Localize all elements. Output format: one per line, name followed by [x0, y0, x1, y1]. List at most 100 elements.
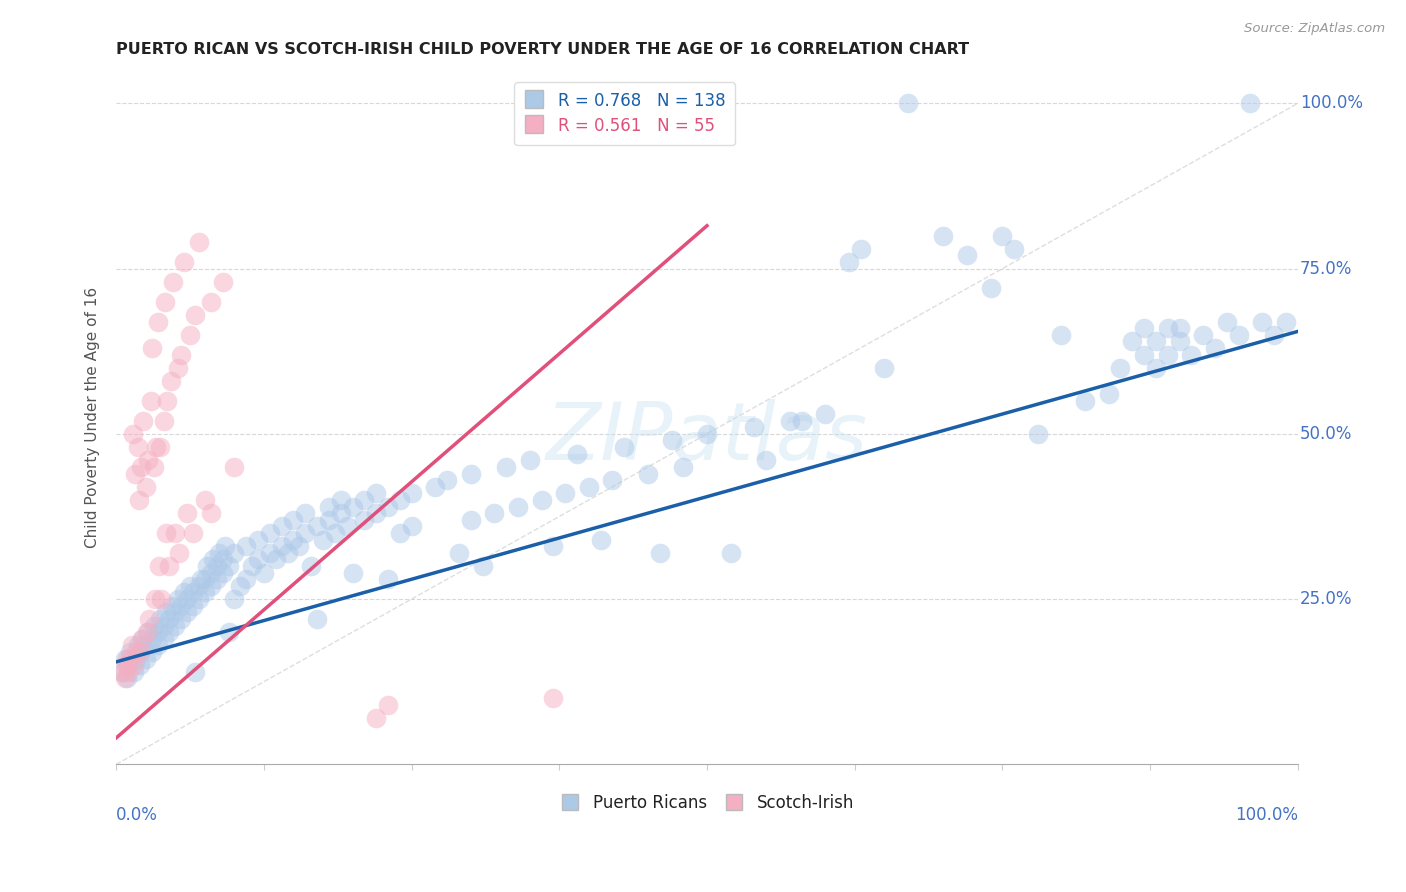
Point: [124, 467, 146, 481]
Point: [160, 599, 183, 613]
Point: [129, 645, 152, 659]
Point: [129, 459, 152, 474]
Point: [259, 526, 281, 541]
Point: [146, 638, 169, 652]
Point: [1168, 334, 1191, 349]
Point: [146, 625, 169, 640]
Point: [125, 645, 148, 659]
Point: [1144, 360, 1167, 375]
Point: [312, 533, 335, 547]
Point: [235, 539, 257, 553]
Point: [181, 526, 204, 541]
Point: [495, 459, 517, 474]
Point: [218, 625, 240, 640]
Point: [264, 552, 287, 566]
Point: [425, 480, 447, 494]
Point: [214, 539, 236, 553]
Point: [224, 459, 246, 474]
Point: [170, 348, 193, 362]
Text: ZIPatlas: ZIPatlas: [546, 399, 868, 477]
Point: [1050, 327, 1073, 342]
Point: [138, 612, 160, 626]
Point: [1157, 348, 1180, 362]
Point: [188, 235, 211, 250]
Point: [148, 559, 170, 574]
Point: [377, 500, 399, 514]
Point: [696, 426, 718, 441]
Point: [114, 651, 136, 665]
Point: [129, 645, 152, 659]
Point: [283, 513, 305, 527]
Point: [294, 506, 316, 520]
Point: [195, 559, 218, 574]
Point: [235, 572, 257, 586]
Point: [114, 671, 136, 685]
Point: [190, 572, 212, 586]
Point: [366, 711, 388, 725]
Point: [146, 314, 169, 328]
Point: [838, 255, 860, 269]
Point: [179, 579, 201, 593]
Point: [132, 414, 155, 428]
Point: [318, 513, 340, 527]
Point: [184, 308, 207, 322]
Point: [353, 513, 375, 527]
Point: [143, 592, 166, 607]
Point: [270, 519, 292, 533]
Point: [120, 645, 142, 659]
Point: [460, 513, 482, 527]
Point: [194, 492, 217, 507]
Point: [366, 486, 388, 500]
Point: [127, 440, 149, 454]
Point: [165, 526, 187, 541]
Text: 75.0%: 75.0%: [1301, 260, 1353, 277]
Point: [318, 500, 340, 514]
Point: [401, 519, 423, 533]
Point: [128, 492, 150, 507]
Point: [471, 559, 494, 574]
Text: 25.0%: 25.0%: [1301, 591, 1353, 608]
Point: [131, 632, 153, 646]
Point: [1227, 327, 1250, 342]
Point: [554, 486, 576, 500]
Point: [288, 539, 311, 553]
Point: [165, 618, 187, 632]
Point: [401, 486, 423, 500]
Point: [173, 585, 195, 599]
Point: [460, 467, 482, 481]
Point: [121, 638, 143, 652]
Point: [117, 658, 139, 673]
Point: [980, 281, 1002, 295]
Point: [259, 546, 281, 560]
Point: [1251, 314, 1274, 328]
Point: [589, 533, 612, 547]
Point: [114, 658, 136, 673]
Point: [159, 625, 181, 640]
Point: [176, 506, 198, 520]
Point: [377, 698, 399, 712]
Point: [1157, 321, 1180, 335]
Point: [152, 632, 174, 646]
Point: [388, 492, 411, 507]
Point: [136, 453, 159, 467]
Point: [991, 228, 1014, 243]
Point: [1144, 334, 1167, 349]
Point: [329, 492, 352, 507]
Point: [307, 612, 329, 626]
Point: [377, 572, 399, 586]
Point: [543, 539, 565, 553]
Point: [165, 605, 187, 619]
Point: [139, 393, 162, 408]
Point: [166, 592, 188, 607]
Text: 100.0%: 100.0%: [1234, 805, 1298, 824]
Point: [1168, 321, 1191, 335]
Point: [125, 651, 148, 665]
Point: [218, 559, 240, 574]
Point: [200, 294, 222, 309]
Text: 50.0%: 50.0%: [1301, 425, 1353, 442]
Point: [200, 506, 222, 520]
Point: [145, 440, 167, 454]
Point: [156, 393, 179, 408]
Y-axis label: Child Poverty Under the Age of 16: Child Poverty Under the Age of 16: [86, 287, 100, 548]
Text: Source: ZipAtlas.com: Source: ZipAtlas.com: [1244, 22, 1385, 36]
